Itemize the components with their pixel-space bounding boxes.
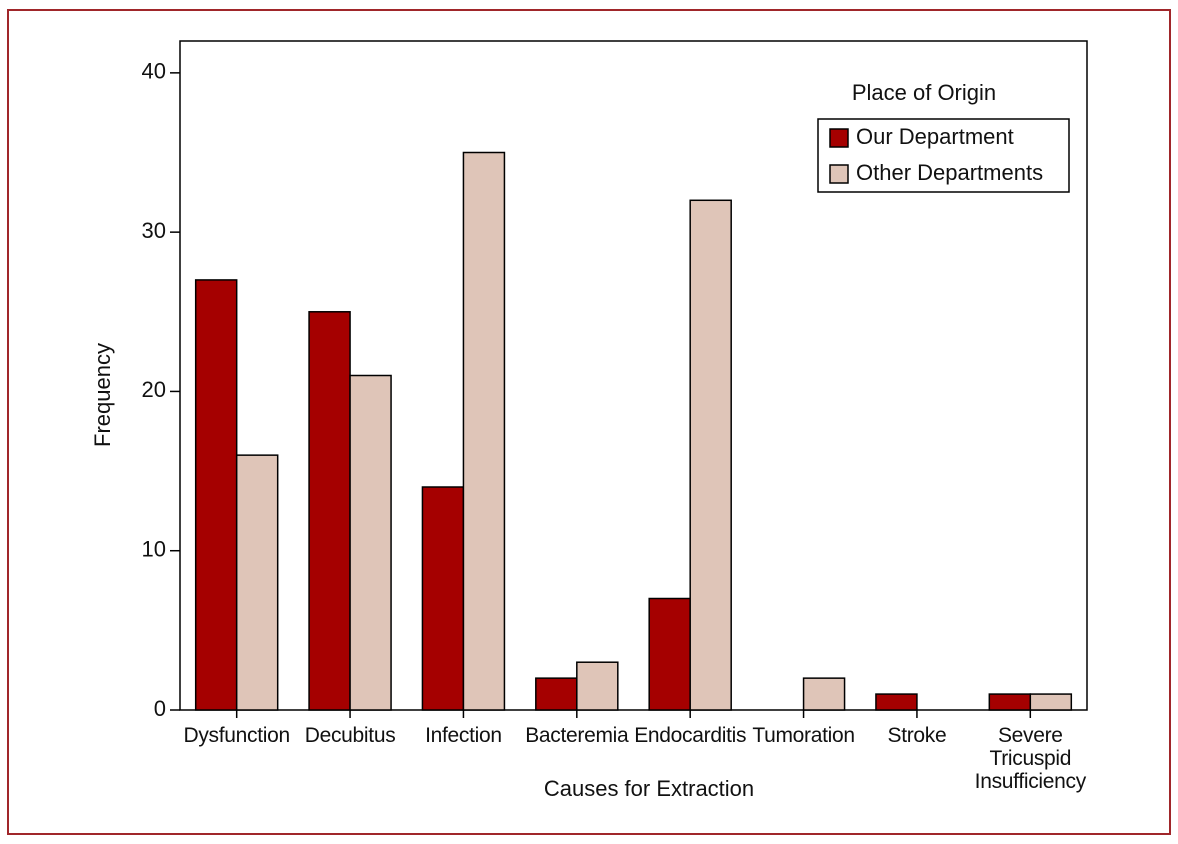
bar xyxy=(462,151,506,711)
bar xyxy=(235,454,279,711)
bar xyxy=(988,693,1032,711)
y-axis-title: Frequency xyxy=(90,343,115,447)
y-tick-label: 0 xyxy=(154,696,166,721)
y-tick-label: 40 xyxy=(142,59,166,84)
legend-box xyxy=(817,118,1070,193)
legend-label: Our Department xyxy=(856,124,1014,149)
x-tick-label: Infection xyxy=(425,724,502,747)
bar xyxy=(194,279,238,711)
legend-swatch xyxy=(829,128,849,148)
bar xyxy=(421,486,465,711)
x-tick-label: Tumoration xyxy=(752,724,855,747)
y-tick-label: 10 xyxy=(142,537,166,562)
x-tick-label: Dysfunction xyxy=(183,724,290,747)
bar xyxy=(875,693,918,711)
y-tick-label: 20 xyxy=(142,377,166,402)
x-tick-label: Endocarditis xyxy=(634,724,747,747)
legend-swatch xyxy=(829,164,849,184)
x-tick-label: Stroke xyxy=(887,724,947,747)
legend-label: Other Departments xyxy=(856,160,1043,185)
bar xyxy=(349,374,392,711)
x-tick-label: Bacteremia xyxy=(525,724,629,747)
bar xyxy=(689,199,732,711)
x-axis-title: Causes for Extraction xyxy=(544,776,754,801)
bar xyxy=(1029,693,1073,711)
plot-area xyxy=(179,40,1088,711)
x-tick-label: Decubitus xyxy=(304,724,396,747)
x-tick-label: Severe Tricuspid Insufficiency xyxy=(974,724,1087,793)
bar xyxy=(576,661,619,711)
legend-title: Place of Origin xyxy=(852,80,996,105)
y-tick-label: 30 xyxy=(142,218,166,243)
bar xyxy=(648,597,691,711)
bar xyxy=(802,677,846,711)
frame xyxy=(7,9,1171,835)
bar xyxy=(308,311,351,711)
bar xyxy=(535,677,578,711)
